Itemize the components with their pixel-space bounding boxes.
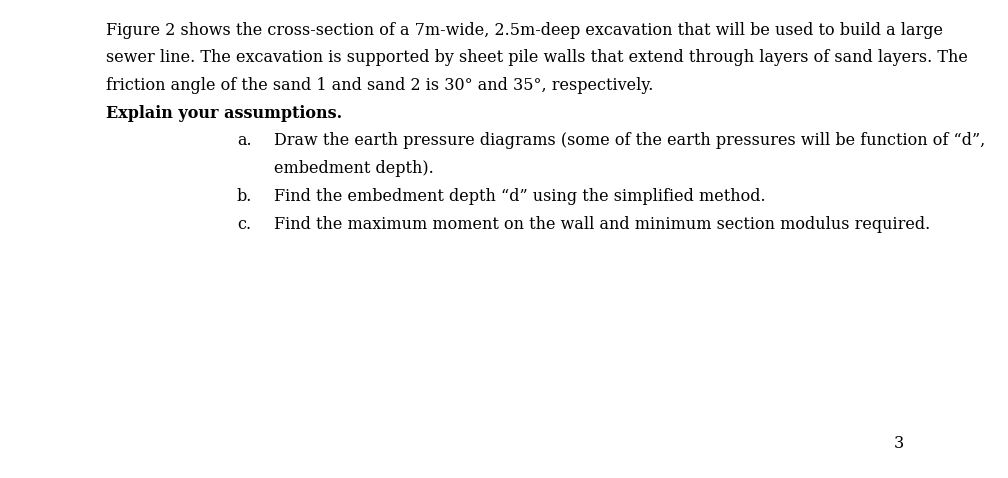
Text: b.: b. <box>237 188 252 205</box>
Text: c.: c. <box>237 216 251 233</box>
Text: Find the maximum moment on the wall and minimum section modulus required.: Find the maximum moment on the wall and … <box>274 216 930 233</box>
Text: Figure 2 shows the cross-section of a 7m-wide, 2.5m-deep excavation that will be: Figure 2 shows the cross-section of a 7m… <box>106 22 942 39</box>
Text: a.: a. <box>237 132 252 150</box>
Text: sewer line. The excavation is supported by sheet pile walls that extend through : sewer line. The excavation is supported … <box>106 49 968 66</box>
Text: friction angle of the sand 1 and sand 2 is 30° and 35°, respectively.: friction angle of the sand 1 and sand 2 … <box>106 77 653 94</box>
Text: 3: 3 <box>894 435 904 452</box>
Text: Find the embedment depth “d” using the simplified method.: Find the embedment depth “d” using the s… <box>274 188 766 205</box>
Text: Explain your assumptions.: Explain your assumptions. <box>106 105 342 122</box>
Text: embedment depth).: embedment depth). <box>274 160 433 177</box>
Text: Draw the earth pressure diagrams (some of the earth pressures will be function o: Draw the earth pressure diagrams (some o… <box>274 132 986 150</box>
